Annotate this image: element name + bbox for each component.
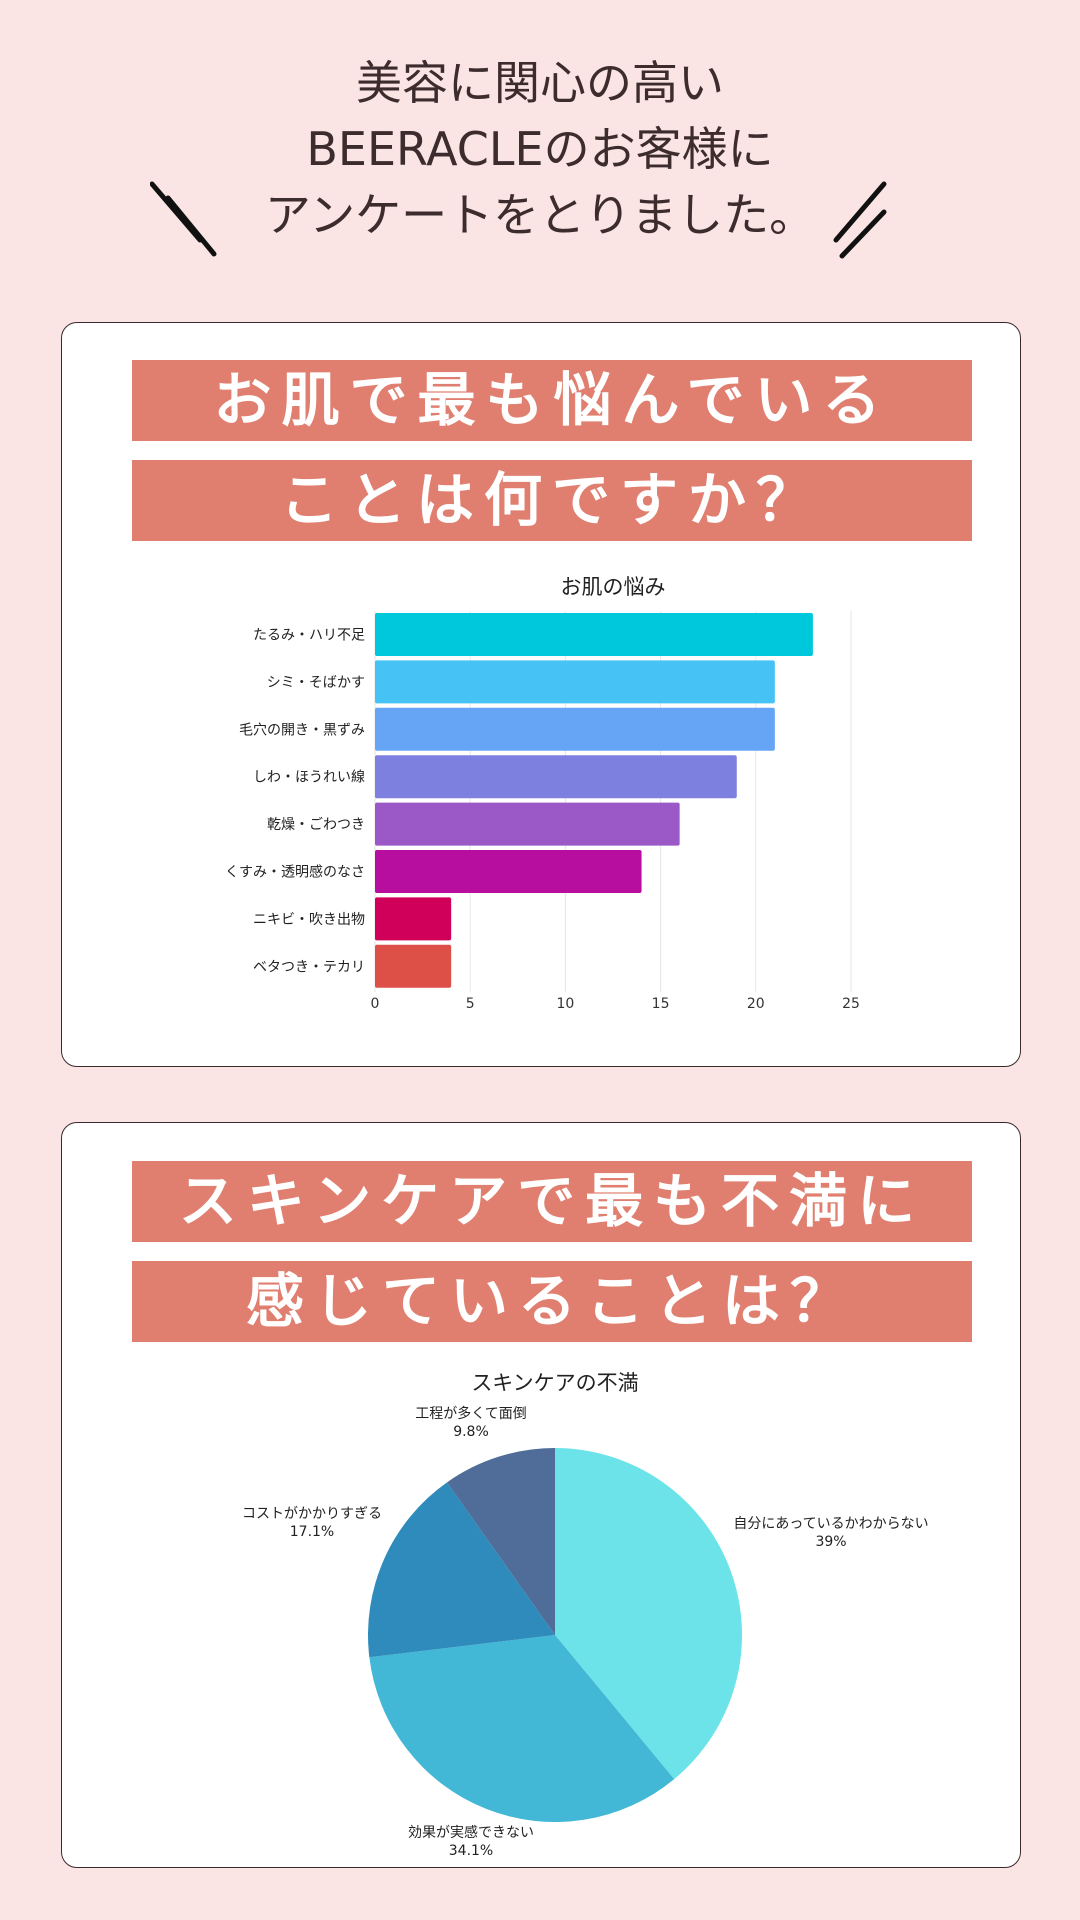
category-label: シミ・そばかす [267, 675, 365, 691]
slice-label: 自分にあっているかわからない [733, 1516, 928, 1532]
category-label: ニキビ・吹き出物 [253, 912, 365, 928]
pie-chart: 自分にあっているかわからない 39% 効果が実感できない 34.1% コストがかかりすぎ… [242, 1405, 929, 1859]
question-banner: スキンケアで最も不満に [132, 1161, 972, 1242]
intro-line: 美容に関心の高い [356, 56, 724, 110]
category-label: たるみ・ハリ不足 [253, 628, 365, 644]
slice-percent: 39% [815, 1534, 846, 1550]
x-tick-label: 10 [556, 996, 574, 1012]
intro-line: BEERACLEのお客様に [306, 122, 774, 176]
slice-percent: 9.8% [453, 1424, 489, 1440]
category-label: ベタつき・テカリ [253, 959, 365, 975]
bar-chart: 0 5 10 15 20 25 たるみ・ハリ不足シミ・そばかす毛穴の開き・黒ずみしわ・ほうれ… [225, 611, 860, 1012]
bar-chart-title: お肌の悩み [560, 575, 666, 599]
slice-label: 工程が多くて面倒 [415, 1405, 527, 1422]
question-banner: ことは何ですか？ [132, 460, 972, 541]
bar [375, 660, 775, 704]
bar [375, 802, 680, 846]
category-label: 乾燥・ごわつき [267, 817, 365, 833]
x-tick-label: 5 [466, 996, 475, 1012]
intro-heading: 美容に関心の高い BEERACLEのお客様に アンケートをとりました。 [0, 50, 1080, 248]
pie-slice [369, 1635, 675, 1822]
slice-percent: 34.1% [449, 1843, 493, 1859]
slice-label: 効果が実感できない [408, 1824, 534, 1841]
category-label: 毛穴の開き・黒ずみ [239, 722, 365, 738]
question-banner: 感じていることは？ [132, 1261, 972, 1342]
pie-slice [368, 1482, 555, 1658]
bar [375, 850, 642, 893]
bar [375, 944, 452, 988]
bar [375, 755, 737, 799]
pie-slice [555, 1448, 742, 1780]
x-tick-label: 25 [842, 996, 860, 1012]
category-label: くすみ・透明感のなさ [225, 864, 365, 881]
x-tick-label: 20 [747, 996, 765, 1012]
bar [375, 707, 775, 751]
pie-slice [446, 1448, 555, 1635]
intro-line: アンケートをとりました。 [264, 188, 816, 242]
pie-chart-title: スキンケアの不満 [471, 1371, 639, 1395]
category-label: しわ・ほうれい線 [253, 770, 365, 786]
question-banner: お肌で最も悩んでいる [132, 360, 972, 441]
double-slash-left-icon [150, 181, 217, 257]
bar [375, 613, 813, 656]
bar [375, 897, 452, 941]
double-slash-right-icon [833, 181, 887, 259]
x-tick-label: 0 [371, 996, 380, 1012]
slice-label: コストがかかりすぎる [242, 1506, 382, 1522]
x-tick-label: 15 [652, 996, 670, 1012]
slice-percent: 17.1% [290, 1524, 334, 1540]
